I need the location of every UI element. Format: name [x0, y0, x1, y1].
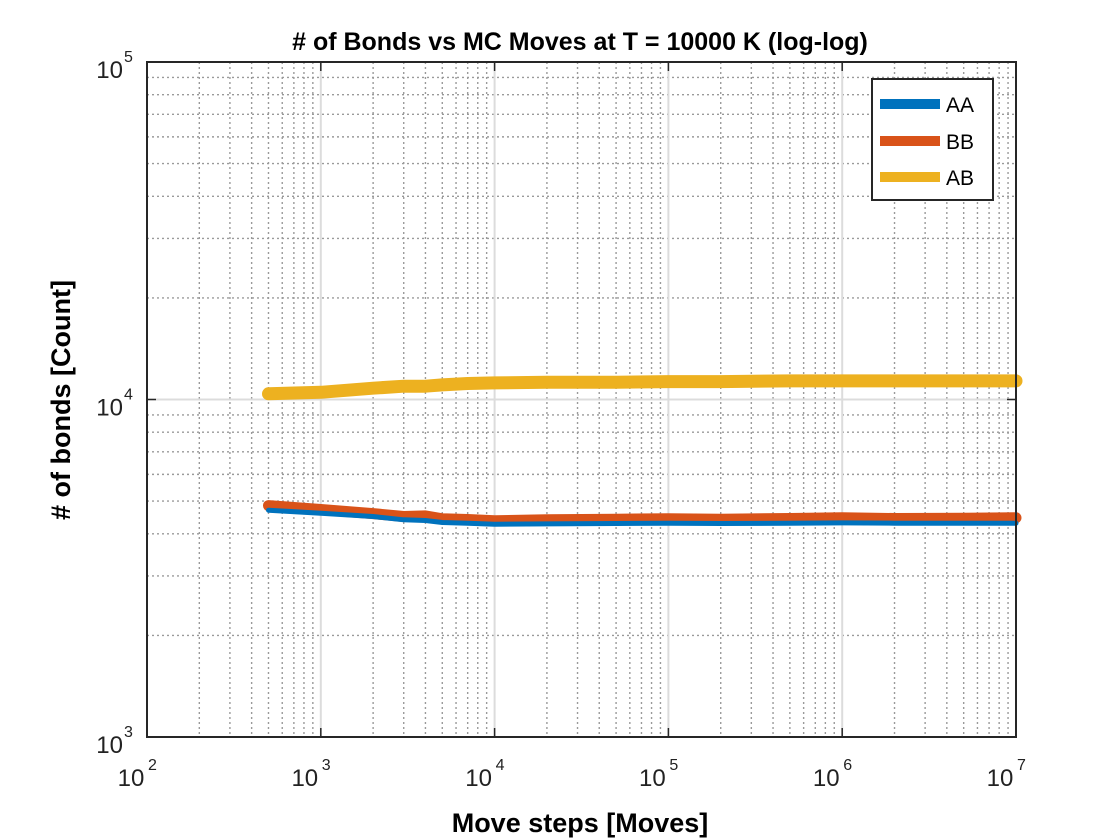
legend-label-bb: BB [946, 131, 974, 154]
x-tick-label: 10 4 [465, 757, 504, 792]
y-tick-base: 10 [96, 57, 123, 84]
y-tick-label: 10 5 [96, 49, 133, 84]
y-tick-exponent: 5 [124, 49, 133, 66]
x-tick-base: 10 [639, 765, 666, 792]
x-tick-label: 10 6 [813, 757, 852, 792]
y-tick-exponent: 4 [124, 387, 133, 404]
x-tick-label: 10 2 [118, 757, 157, 792]
y-tick-base: 10 [96, 395, 123, 422]
y-axis-label: # of bonds [Count] [46, 280, 76, 520]
x-tick-exponent: 2 [148, 757, 157, 774]
x-tick-exponent: 4 [496, 757, 505, 774]
legend-label-aa: AA [946, 94, 974, 117]
x-tick-base: 10 [465, 765, 492, 792]
y-tick-label: 10 3 [96, 724, 133, 759]
x-axis-label: Move steps [Moves] [452, 808, 709, 838]
series-line-ab [262, 374, 1023, 401]
tick-labels: 10 2 10 3 10 4 10 5 10 6 10 710 310 410 5 [96, 49, 1026, 792]
x-tick-exponent: 3 [322, 757, 331, 774]
y-tick-exponent: 3 [124, 724, 133, 741]
legend: AA BB AB [871, 78, 994, 201]
x-tick-exponent: 6 [843, 757, 852, 774]
x-tick-label: 10 3 [291, 757, 330, 792]
axis-ticks [146, 61, 1017, 738]
y-tick-label: 10 4 [96, 387, 133, 422]
x-tick-exponent: 5 [669, 757, 678, 774]
series-layer [262, 374, 1023, 527]
x-tick-base: 10 [987, 765, 1014, 792]
legend-label-ab: AB [946, 167, 974, 190]
x-tick-base: 10 [118, 765, 145, 792]
x-tick-base: 10 [291, 765, 318, 792]
series-line-aa [266, 507, 1019, 527]
x-tick-base: 10 [813, 765, 840, 792]
x-tick-exponent: 7 [1017, 757, 1026, 774]
y-tick-base: 10 [96, 732, 123, 759]
series-line-bb [263, 500, 1022, 527]
x-tick-label: 10 7 [987, 757, 1026, 792]
chart-title: # of Bonds vs MC Moves at T = 10000 K (l… [292, 28, 868, 56]
x-tick-label: 10 5 [639, 757, 678, 792]
